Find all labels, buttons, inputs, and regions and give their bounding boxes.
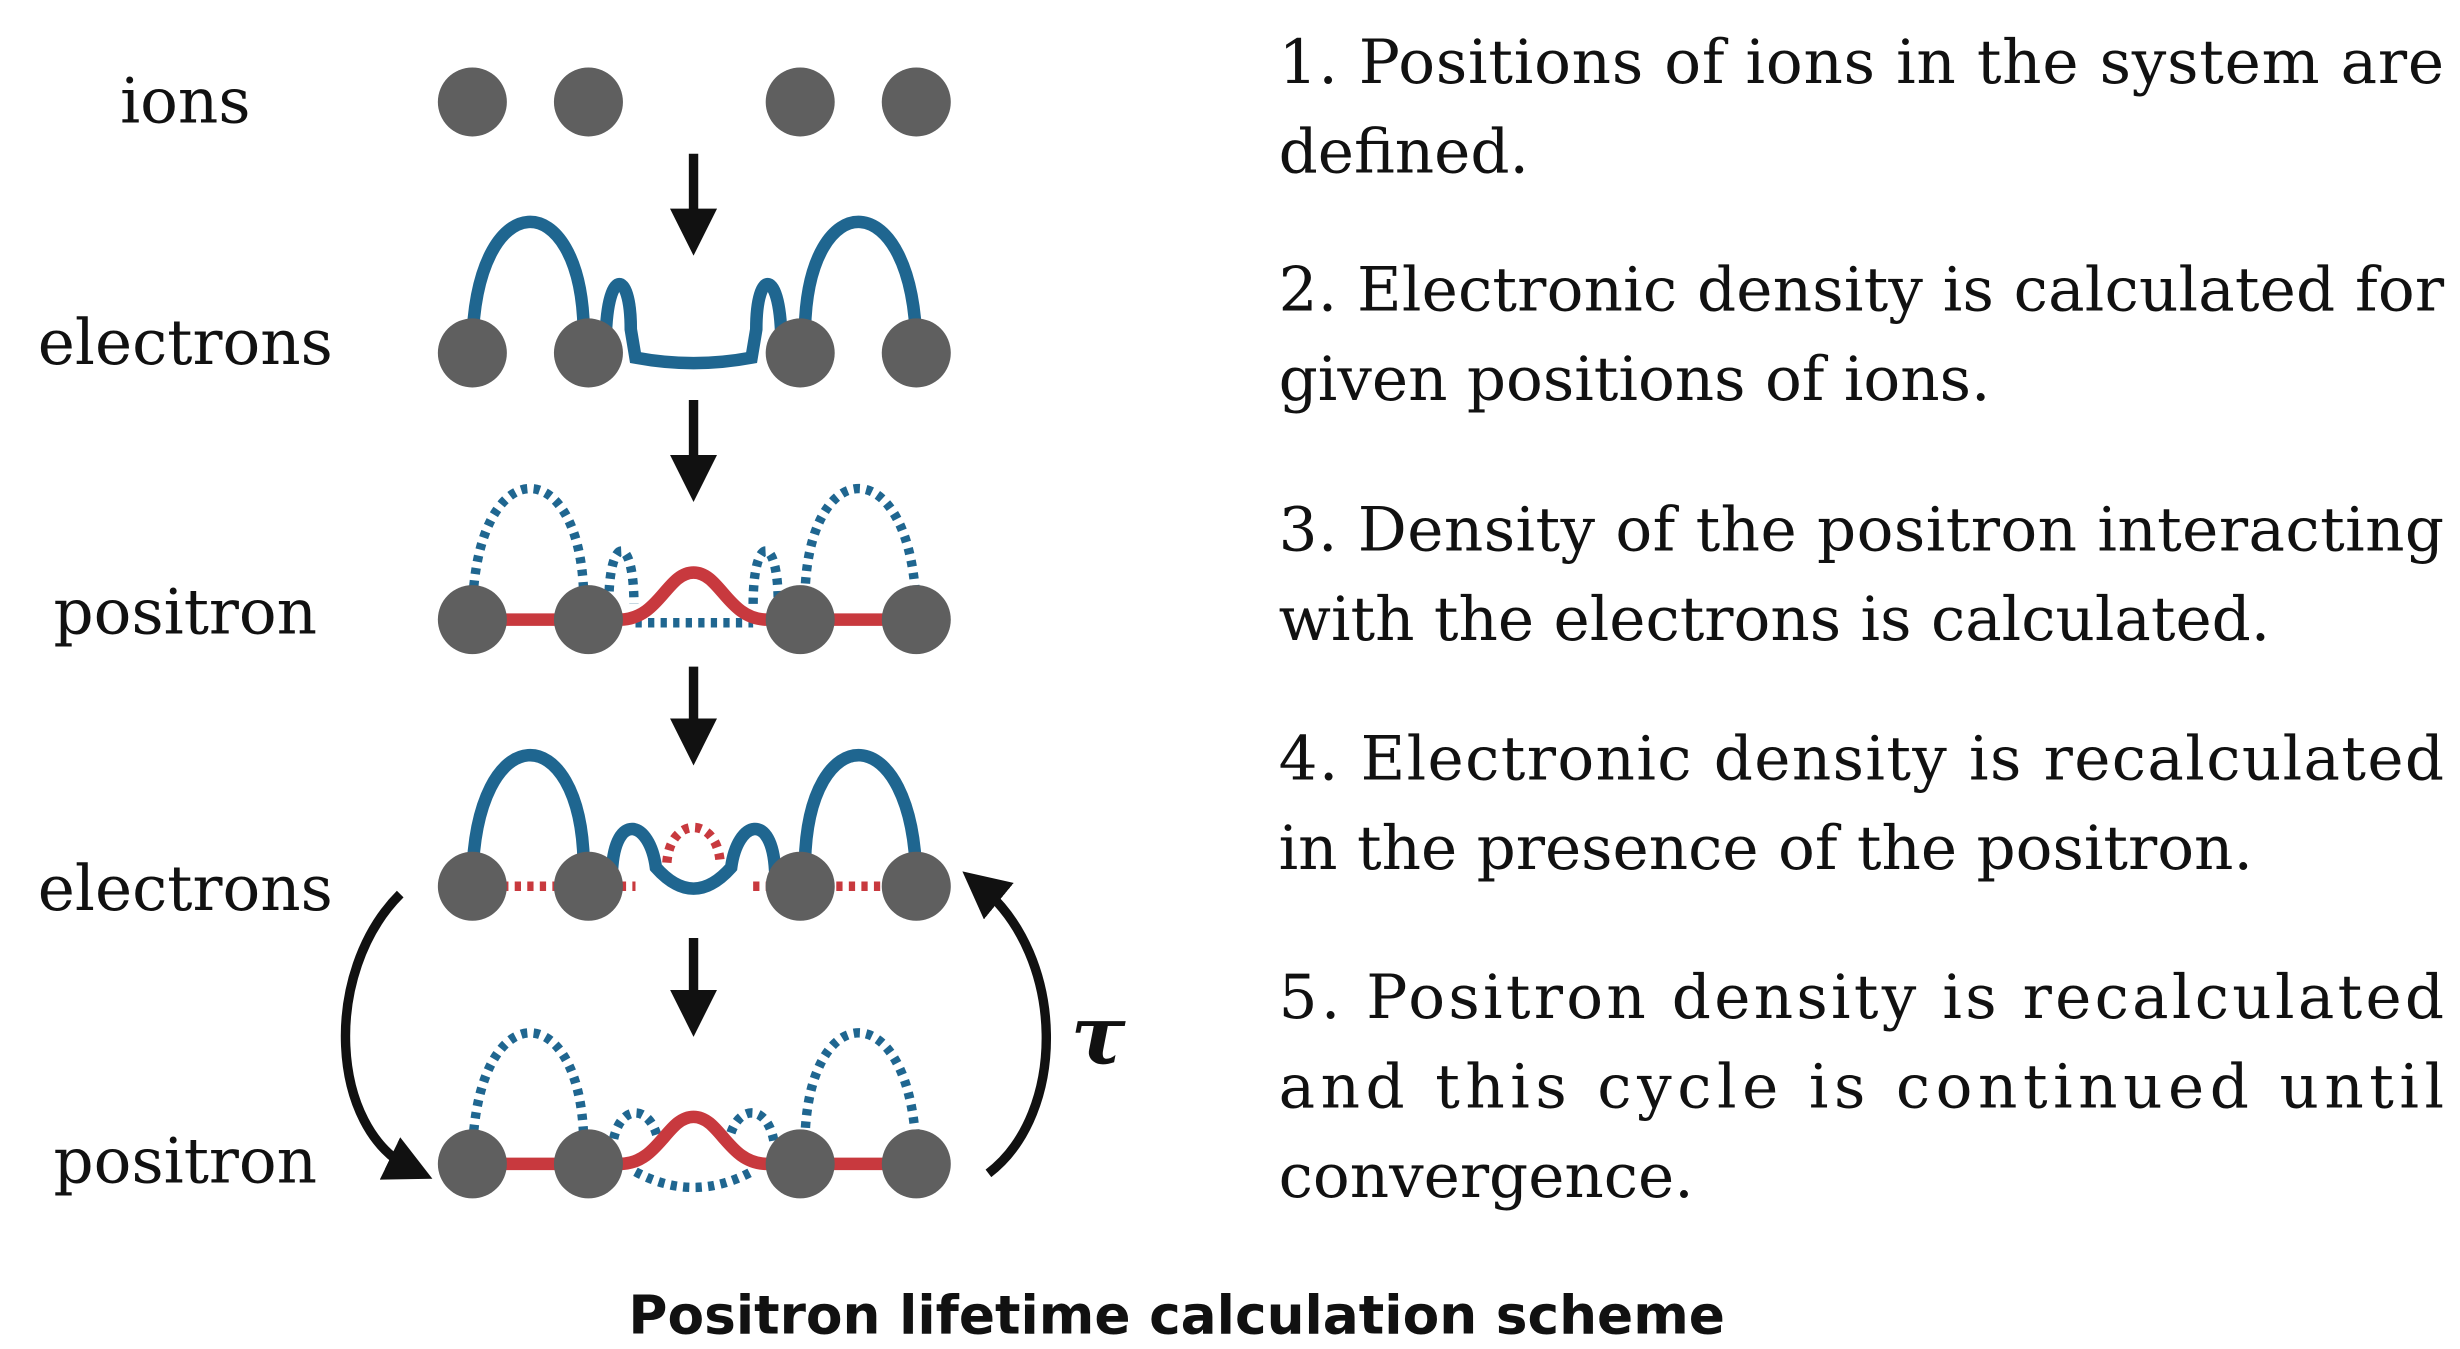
electron-density-dotted (467, 483, 589, 612)
step-line: convergence. (1279, 1141, 1694, 1212)
step-line: 5. Positron density is recalculated (1279, 962, 2444, 1033)
row-label: positron (54, 576, 318, 649)
ion (881, 585, 951, 655)
ion (553, 585, 623, 655)
electron-density (798, 215, 923, 352)
ion (437, 851, 507, 921)
electron-density-dotted (633, 1167, 754, 1193)
cycle-arrow (962, 871, 1051, 1178)
ion (881, 318, 951, 388)
electron-density (599, 277, 788, 370)
step-line: 1. Positions of ions in the system are (1279, 27, 2444, 98)
ion (553, 318, 623, 388)
ion (765, 585, 835, 655)
ion (437, 1129, 507, 1199)
positron-density (466, 1110, 923, 1171)
cycle-arrow (340, 890, 433, 1180)
ion (553, 851, 623, 921)
electron-density (466, 215, 591, 352)
ion (765, 851, 835, 921)
row-label: positron (54, 1125, 318, 1198)
row-label: electrons (38, 852, 333, 925)
ion (881, 1129, 951, 1199)
electron-density (466, 749, 591, 885)
electron-density (605, 822, 782, 895)
step-line: 4. Electronic density is recalculated (1279, 724, 2444, 795)
electron-density-dotted (604, 546, 639, 604)
ion (881, 851, 951, 921)
step-line: 3. Density of the positron interacting (1279, 495, 2444, 566)
ion (553, 67, 623, 137)
tau-symbol: τ (1071, 988, 1126, 1084)
ion (437, 67, 507, 137)
caption: Positron lifetime calculation scheme (628, 1283, 1725, 1346)
ion (553, 1129, 623, 1199)
step-line: and this cycle is continued until (1279, 1051, 2444, 1122)
electron-density (798, 749, 923, 885)
step-line: with the electrons is calculated. (1279, 584, 2271, 655)
ion (765, 318, 835, 388)
step-line: 2. Electronic density is calculated for (1279, 255, 2445, 326)
positron-density-dotted (662, 822, 725, 864)
electron-density-dotted (607, 1108, 664, 1152)
step-line: defined. (1279, 117, 1529, 188)
electron-density-dotted (748, 546, 783, 604)
electron-density-dotted (800, 1028, 921, 1157)
positron-density (466, 566, 923, 626)
step-line: given positions of ions. (1279, 344, 1991, 415)
ion (881, 67, 951, 137)
electron-density-dotted (723, 1108, 780, 1152)
electron-density-dotted (800, 483, 921, 612)
row-label: electrons (38, 306, 333, 379)
step-line: in the presence of the positron. (1279, 813, 2253, 884)
ion (437, 318, 507, 388)
ion (765, 67, 835, 137)
ion (765, 1129, 835, 1199)
electron-density-dotted (467, 1028, 589, 1157)
row-label: ions (120, 64, 250, 137)
ion (437, 585, 507, 655)
